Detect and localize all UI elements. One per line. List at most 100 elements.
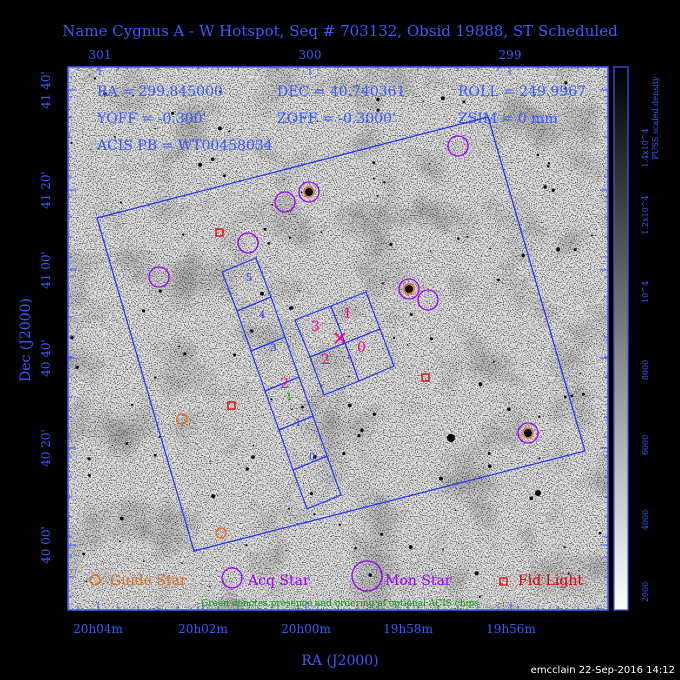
chip-label: 1 <box>295 418 301 429</box>
ra-value: RA = 299.845000 <box>97 84 223 100</box>
star-dot <box>389 242 393 246</box>
star-dot <box>507 407 511 412</box>
star-dot <box>536 153 540 157</box>
star-dot <box>309 492 313 496</box>
bottom-tick-label: 20h02m <box>178 622 228 636</box>
chip-label: 4 <box>259 310 265 321</box>
star-dot <box>338 523 341 526</box>
star-dot <box>210 157 215 161</box>
star-dot <box>429 250 432 252</box>
acq-stars <box>148 135 539 444</box>
colorbar-title: PUSS scaled density <box>651 76 660 160</box>
star-dot <box>88 74 90 76</box>
star-dot <box>286 550 288 552</box>
star-dot <box>130 403 134 407</box>
guide-star-marker <box>176 413 188 425</box>
star-dot <box>590 234 593 237</box>
acis-chip-s0 <box>292 455 342 510</box>
legend-guide-label: Guide Star <box>110 573 187 589</box>
colorbar-tick-label: 10^4 <box>641 281 650 303</box>
star-dot <box>372 161 376 165</box>
star-dot <box>119 516 124 521</box>
star-dot <box>82 552 86 556</box>
bottom-tick-label: 19h56m <box>486 622 536 636</box>
star-dot <box>158 436 161 438</box>
mon-star-icon <box>351 560 383 592</box>
chip-label-aimpoint: 2 <box>280 376 289 392</box>
star-dot <box>119 540 121 543</box>
star-dot <box>357 434 361 438</box>
acq-star-icon <box>221 567 243 589</box>
star-dot <box>570 394 574 398</box>
star-dot <box>251 455 255 459</box>
star-dot <box>70 141 73 145</box>
star-dot <box>383 181 386 184</box>
fid-lights <box>215 228 430 410</box>
dec-value: DEC = 40.740361 <box>277 84 406 100</box>
yoff-value: YOFF = -0.300' <box>96 111 206 127</box>
star-dot <box>439 476 443 481</box>
guide-star-marker <box>403 283 415 295</box>
bottom-tick-label: 19h58m <box>383 622 433 636</box>
bright-star <box>535 490 541 496</box>
star-dot <box>538 415 541 419</box>
star-dot <box>492 360 495 363</box>
star-dot <box>316 120 319 122</box>
star-dot <box>538 457 541 460</box>
star-dot <box>556 247 561 252</box>
fid-light-marker <box>227 401 236 410</box>
legend-fid-label: Fid Light <box>518 573 583 589</box>
colorbar-tick-label: 1.2x10^4 <box>641 195 650 234</box>
bright-star <box>524 429 532 437</box>
star-dot <box>466 235 469 238</box>
star-dot <box>543 185 547 189</box>
top-tick-label: 301 <box>89 48 112 62</box>
star-dot <box>342 452 346 456</box>
colorbar-tick-label: 1.4x10^4 <box>641 128 650 167</box>
acq-star-marker <box>398 278 420 300</box>
star-dot <box>149 251 151 253</box>
star-dot <box>381 282 384 285</box>
star-dot <box>250 329 254 333</box>
star-dot <box>211 494 216 499</box>
star-dot <box>564 81 568 85</box>
star-dot <box>581 392 585 396</box>
bright-star-field <box>69 74 602 598</box>
top-tick-label: 300 <box>299 48 322 62</box>
chip-label: 2 <box>321 352 330 368</box>
bottom-tick-label: 20h00m <box>281 622 331 636</box>
star-dot <box>321 385 323 387</box>
zsim-value: ZSIM = 0 mm <box>458 111 558 127</box>
star-dot <box>578 570 580 572</box>
star-dot <box>551 188 555 192</box>
star-dot <box>111 444 113 447</box>
star-dot <box>392 336 396 339</box>
star-dot <box>422 100 425 103</box>
guide-star-marker <box>303 186 315 198</box>
top-tick-label: 299 <box>499 48 522 62</box>
acq-star-marker <box>148 266 170 288</box>
star-dot <box>217 126 222 131</box>
acis-chip-i0 <box>344 328 395 382</box>
left-tick-label: 40 00' <box>39 526 53 564</box>
acq-star-marker <box>447 135 469 157</box>
star-dot <box>75 365 79 369</box>
zoff-value: ZOFF = -0.3000' <box>277 111 396 127</box>
guide-star-marker <box>522 427 534 439</box>
star-dot <box>573 248 577 252</box>
star-dot <box>209 460 211 462</box>
star-dot <box>348 375 350 378</box>
star-dot <box>366 120 368 123</box>
star-dot <box>368 573 372 577</box>
star-dot <box>217 494 219 496</box>
acq-star-marker <box>417 289 439 311</box>
fid-light-marker <box>421 373 430 382</box>
legend-note: Green denotes presence and ordering of o… <box>201 599 479 609</box>
star-dot <box>288 236 292 239</box>
star-dot <box>380 532 384 536</box>
star-dot <box>360 428 364 433</box>
star-dot <box>263 227 267 231</box>
star-dot <box>219 90 222 93</box>
star-dot <box>487 452 491 455</box>
star-dot <box>579 372 581 375</box>
